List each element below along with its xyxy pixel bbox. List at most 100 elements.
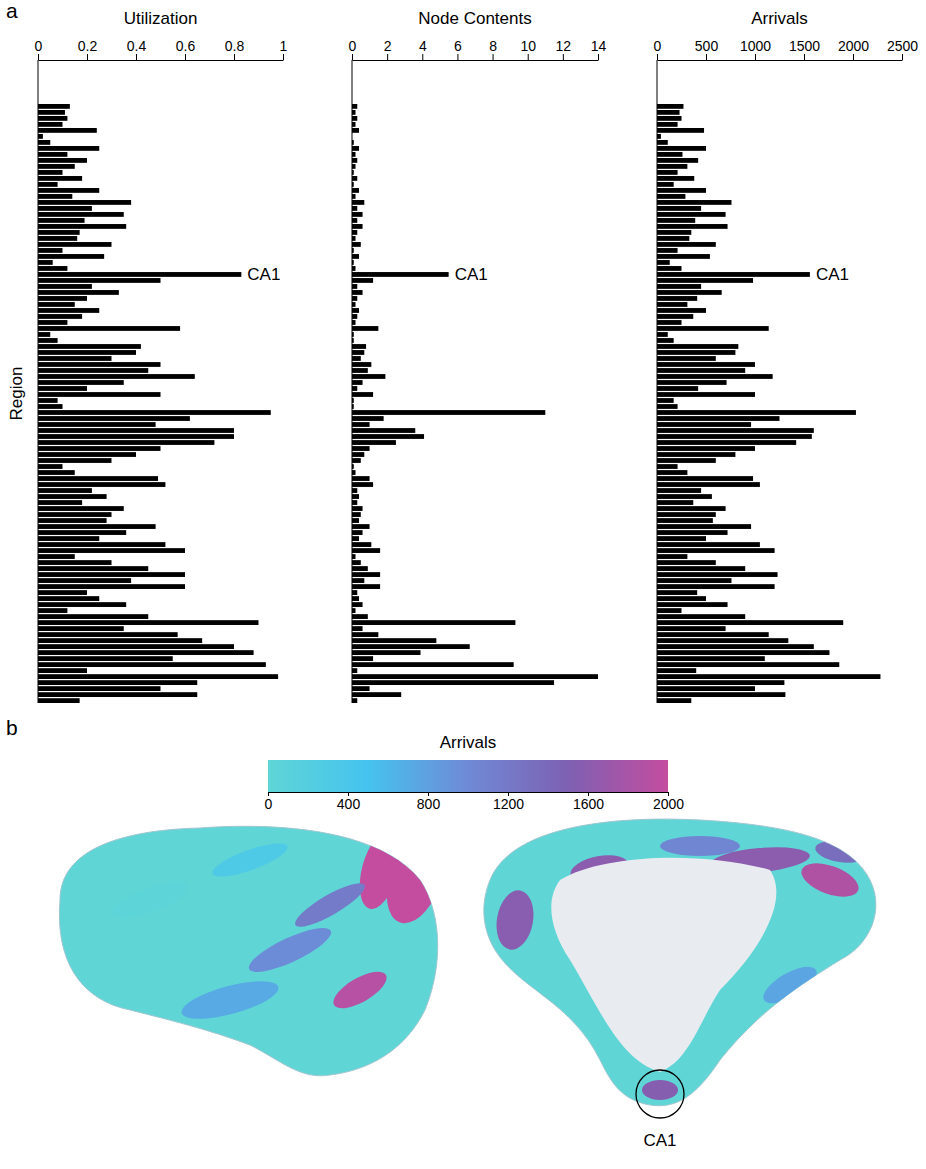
- figure: 00.20.40.60.81UtilizationRegionCA1a02468…: [0, 0, 926, 1169]
- bar: [352, 272, 449, 277]
- bar: [38, 362, 161, 367]
- bar: [352, 164, 356, 169]
- tick: 12: [556, 38, 572, 60]
- bar: [352, 518, 359, 523]
- panel-letter: b: [6, 716, 18, 739]
- region-patch: [108, 875, 191, 925]
- tick: 1600: [573, 792, 604, 812]
- bar: [352, 482, 373, 487]
- bar: [657, 128, 704, 133]
- bar: [657, 446, 755, 451]
- tick: 1: [280, 38, 288, 60]
- category-label: CA1: [455, 265, 488, 284]
- bar: [657, 362, 755, 367]
- bar: [38, 140, 50, 145]
- region-patch: [178, 974, 282, 1027]
- bar: [38, 212, 124, 217]
- bar: [38, 458, 112, 463]
- bar: [352, 356, 361, 361]
- bar: [352, 320, 356, 325]
- tick: 10: [520, 38, 536, 60]
- medial-wall: [551, 858, 776, 1072]
- bar: [352, 242, 361, 247]
- tick: 1000: [740, 38, 771, 60]
- bar: [38, 656, 173, 661]
- x-axis: 05001000150020002500: [654, 38, 919, 61]
- bar: [38, 632, 178, 637]
- bar: [352, 632, 378, 637]
- bar: [657, 260, 670, 265]
- bar: [657, 458, 716, 463]
- tick-mark: [38, 54, 39, 60]
- bar: [657, 614, 745, 619]
- bar: [352, 254, 359, 259]
- tick-mark: [528, 54, 529, 60]
- bar: [352, 440, 396, 445]
- tick-mark: [422, 54, 423, 60]
- bar: [657, 218, 695, 223]
- tick-mark: [457, 54, 458, 60]
- bar: [657, 392, 755, 397]
- bar: [352, 548, 380, 553]
- bar: [657, 176, 694, 181]
- bar: [38, 266, 67, 271]
- bar: [38, 428, 234, 433]
- axis-line: [353, 60, 599, 61]
- tick: 0: [349, 38, 357, 60]
- bar: [352, 650, 421, 655]
- bar: [657, 134, 661, 139]
- bar: [657, 164, 687, 169]
- axis-title: Arrivals: [751, 9, 808, 28]
- bar: [352, 392, 373, 397]
- bar: [657, 116, 682, 121]
- bar: [657, 650, 829, 655]
- bar: [38, 332, 50, 337]
- bar: [352, 200, 364, 205]
- bar: [38, 410, 271, 415]
- tick: 0.2: [78, 38, 98, 60]
- bar: [657, 200, 731, 205]
- tick-mark: [234, 54, 235, 60]
- tick-label: 6: [454, 38, 462, 54]
- bar-chart: 05001000150020002500ArrivalsCA1: [654, 9, 919, 703]
- bar: [352, 500, 357, 505]
- colorbar-title: Arrivals: [440, 733, 497, 752]
- colorbar: Arrivals0400800120016002000: [265, 733, 685, 812]
- tick-label: 1600: [573, 796, 604, 812]
- tick: 8: [489, 38, 497, 60]
- bar: [38, 302, 75, 307]
- bar: [38, 398, 58, 403]
- bar: [352, 374, 385, 379]
- bar: [38, 560, 112, 565]
- tick-mark: [563, 54, 564, 60]
- bar: [657, 428, 814, 433]
- bar: [657, 122, 678, 127]
- bar: [657, 224, 728, 229]
- bar: [657, 386, 698, 391]
- panel-letter: a: [6, 0, 18, 22]
- region-patch: [797, 857, 863, 904]
- bar: [352, 224, 363, 229]
- bar: [38, 134, 43, 139]
- bar: [38, 326, 180, 331]
- bar: [352, 422, 370, 427]
- bar: [38, 194, 72, 199]
- bar: [38, 494, 107, 499]
- bar: [38, 206, 92, 211]
- bar: [657, 326, 769, 331]
- bar: [352, 506, 363, 511]
- bar: [352, 386, 357, 391]
- axis-title: Utilization: [124, 9, 198, 28]
- region-patch: [758, 960, 822, 1011]
- bar: [38, 128, 97, 133]
- bar: [657, 416, 780, 421]
- surface-base: [484, 819, 876, 1106]
- bar: [657, 380, 727, 385]
- bar: [352, 602, 363, 607]
- region-patch: [660, 836, 740, 856]
- tick: 1200: [493, 792, 524, 812]
- bar: [352, 236, 356, 241]
- tick-mark: [87, 54, 88, 60]
- bar: [352, 290, 363, 295]
- region-patch: [814, 838, 867, 866]
